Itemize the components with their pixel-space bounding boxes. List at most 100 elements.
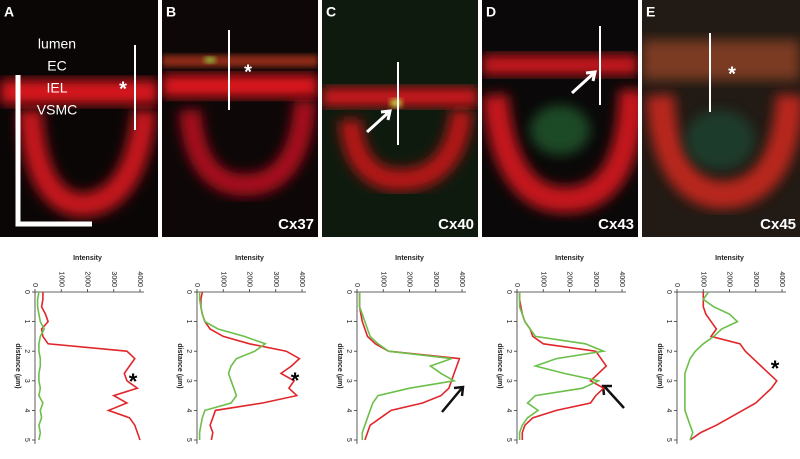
micrograph [642,0,800,237]
x-tick-label: 4 [505,408,512,412]
y-tick-label: 1000 [219,271,226,287]
data-line [689,292,778,441]
y-tick-label: 3000 [752,271,759,287]
data-line [358,292,457,440]
y-tick-label: 3000 [592,271,599,287]
connexin-label: Cx45 [760,216,796,233]
annotation: * [771,356,780,381]
y-tick-label: 1000 [699,271,706,287]
y-tick-label: 1000 [539,271,546,287]
x-tick-label: 1 [23,320,30,324]
y-tick-label: 3000 [110,271,117,287]
y-tick-label: 2000 [246,271,253,287]
data-line [518,292,608,440]
y-tick-label: 0 [673,283,680,287]
data-line [358,292,461,441]
x-tick-label: 0 [23,290,30,294]
marker: * [119,78,127,100]
panel-letter: D [486,4,496,20]
annotation: * [291,368,300,393]
connexin-label: Cx43 [598,216,634,233]
annotation: * [129,369,138,394]
x-tick-label: 3 [665,379,672,383]
x-axis-label: distance (µm) [176,343,183,388]
micrograph [162,0,318,237]
data-line [518,292,607,440]
panel-letter: C [326,4,336,20]
layer-label: IEL [46,80,67,96]
y-tick-label: 3000 [432,271,439,287]
y-tick-label: 4000 [136,271,143,287]
x-tick-label: 4 [185,408,192,412]
y-axis-label: Intensity [73,255,102,262]
y-tick-label: 2000 [84,271,91,287]
y-tick-label: 4000 [298,271,305,287]
y-tick-label: 4000 [458,271,465,287]
y-tick-label: 3000 [272,271,279,287]
layer-label: VSMC [37,102,77,118]
x-tick-label: 3 [345,379,352,383]
data-line [200,291,301,441]
x-tick-label: 5 [185,438,192,442]
panel-letter: A [4,4,14,20]
x-axis-label: distance (µm) [496,343,503,388]
x-axis-label: distance (µm) [14,343,21,388]
y-axis-label: Intensity [715,255,744,262]
x-tick-label: 4 [345,408,352,412]
x-tick-label: 2 [665,349,672,353]
layer-label: lumen [38,36,76,52]
x-tick-label: 3 [23,379,30,383]
x-tick-label: 0 [505,290,512,294]
x-tick-label: 4 [23,408,30,412]
data-line [684,291,739,441]
x-tick-label: 0 [185,290,192,294]
y-tick-label: 0 [513,283,520,287]
connexin-label: Cx37 [278,216,314,233]
data-line [36,291,46,441]
x-tick-label: 5 [345,438,352,442]
x-tick-label: 5 [665,438,672,442]
arrow [601,384,625,409]
data-line [40,292,141,441]
micrograph [0,0,158,237]
x-tick-label: 1 [665,320,672,324]
y-axis-label: Intensity [555,255,584,262]
x-tick-label: 2 [23,349,30,353]
panel-letter: B [166,4,176,20]
data-line [198,292,268,440]
x-tick-label: 2 [345,349,352,353]
x-tick-label: 3 [185,379,192,383]
x-tick-label: 0 [665,290,672,294]
micrograph [482,0,638,237]
y-tick-label: 4000 [618,271,625,287]
connexin-label: Cx40 [438,216,474,233]
x-axis-label: distance (µm) [336,343,343,388]
x-tick-label: 1 [505,320,512,324]
y-tick-label: 4000 [778,271,785,287]
micrograph [322,0,478,237]
y-tick-label: 1000 [57,271,64,287]
panel-letter: E [646,4,655,20]
marker: * [244,61,252,83]
x-tick-label: 2 [505,349,512,353]
y-tick-label: 0 [31,283,38,287]
layer-label: EC [47,58,66,74]
x-tick-label: 1 [345,320,352,324]
x-axis-label: distance (µm) [656,343,663,388]
x-tick-label: 3 [505,379,512,383]
marker: * [728,63,736,85]
y-tick-label: 2000 [566,271,573,287]
y-axis-label: Intensity [235,255,264,262]
x-tick-label: 4 [665,408,672,412]
y-tick-label: 0 [353,283,360,287]
x-tick-label: 2 [185,349,192,353]
x-tick-label: 5 [505,438,512,442]
y-tick-label: 2000 [406,271,413,287]
x-tick-label: 1 [185,320,192,324]
x-tick-label: 0 [345,290,352,294]
y-axis-label: Intensity [395,255,424,262]
y-tick-label: 1000 [379,271,386,287]
arrow [441,385,465,413]
x-tick-label: 5 [23,438,30,442]
